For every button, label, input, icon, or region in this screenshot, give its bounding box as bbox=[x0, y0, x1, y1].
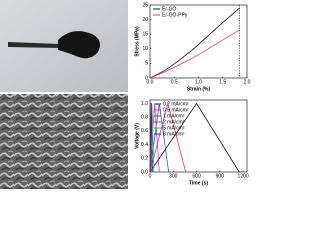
legend-label: 1 mA/cm² bbox=[163, 113, 185, 119]
series-line bbox=[149, 103, 153, 173]
x-tick-label: 0.0 bbox=[147, 79, 154, 85]
x-tick-label: 2.0 bbox=[244, 79, 251, 85]
y-tick-label: 0.2 bbox=[141, 156, 148, 162]
legend-label: Er-GO bbox=[162, 6, 177, 12]
legend-label: 8 mA/cm² bbox=[163, 131, 185, 137]
y-tick-label: 0.0 bbox=[141, 169, 148, 175]
x-tick-label: 1.5 bbox=[219, 79, 226, 85]
x-tick-label: 300 bbox=[169, 173, 178, 179]
x-tick-label: 900 bbox=[216, 173, 225, 179]
x-axis-label: Time (s) bbox=[189, 180, 208, 186]
series-line bbox=[149, 101, 187, 173]
legend-label: 5 mA/cm² bbox=[163, 125, 185, 131]
x-axis-label: Strain (%) bbox=[187, 86, 211, 92]
x-tick-label: 600 bbox=[192, 173, 201, 179]
plot-frame bbox=[149, 99, 248, 173]
figure: 0.0 0.5 1.0 1.5 2.0 0 5 10 15 20 25 Strain (%) Stres… bbox=[0, 0, 251, 189]
y-tick-label: 20 bbox=[142, 17, 148, 23]
y-tick-label: 0 bbox=[145, 75, 148, 81]
legend-label: 0.5 mA/cm² bbox=[163, 107, 189, 113]
y-axis-label: Stress (MPa) bbox=[134, 26, 140, 57]
y-tick-label: 10 bbox=[142, 46, 148, 52]
series-line bbox=[149, 29, 240, 79]
x-tick-label: 0 bbox=[149, 173, 152, 179]
legend-label: 0.2 mA/cm² bbox=[163, 101, 189, 107]
legend-label: Er-GO-PPy bbox=[162, 12, 188, 18]
x-tick-label: 1.0 bbox=[195, 79, 202, 85]
sem-image bbox=[0, 94, 128, 189]
series-line bbox=[149, 7, 240, 79]
x-tick-label: 0.5 bbox=[171, 79, 178, 85]
legend-label: 2 mA/cm² bbox=[163, 119, 185, 125]
y-tick-label: 25 bbox=[142, 2, 148, 8]
y-axis-label: Voltage (V) bbox=[134, 123, 140, 149]
y-tick-label: 15 bbox=[142, 32, 148, 38]
x-tick-label: 1200 bbox=[238, 173, 249, 179]
y-tick-label: 0.4 bbox=[141, 142, 148, 148]
y-tick-label: 0.6 bbox=[141, 128, 148, 134]
y-tick-label: 1.0 bbox=[141, 101, 148, 107]
y-tick-label: 5 bbox=[145, 61, 148, 67]
photo-film bbox=[0, 0, 128, 92]
y-tick-label: 0.8 bbox=[141, 114, 148, 120]
